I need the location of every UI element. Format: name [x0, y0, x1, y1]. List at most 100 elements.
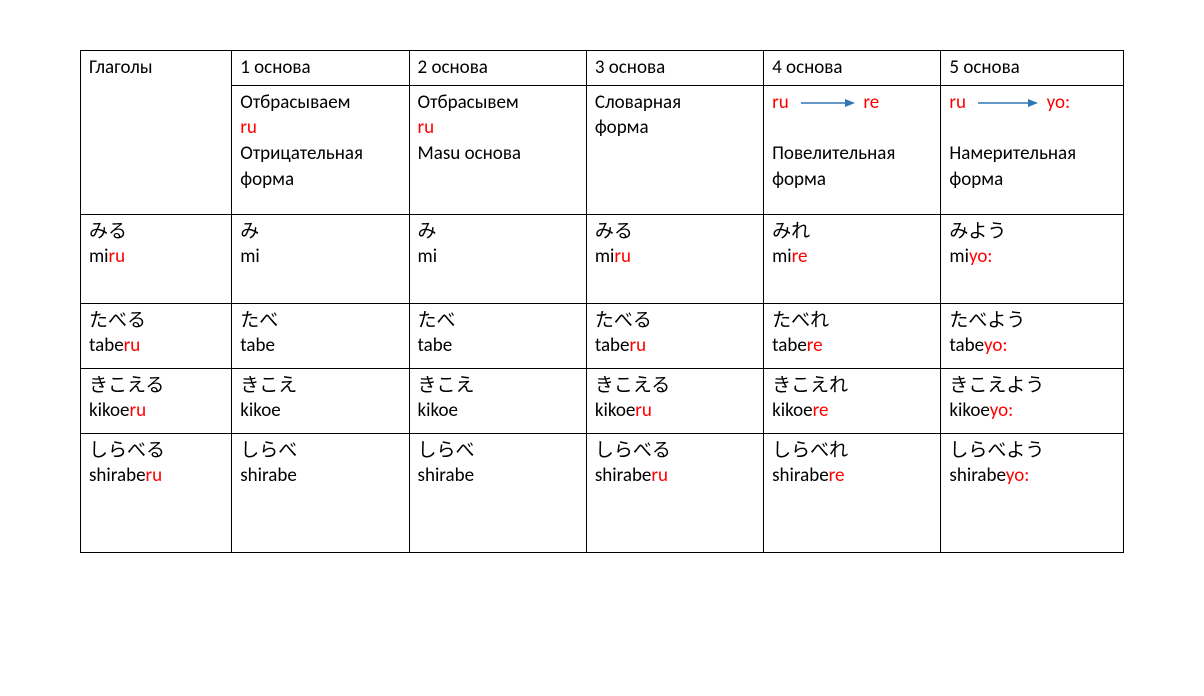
jp-text: みれ: [772, 221, 810, 242]
romaji-prefix: kikoe: [418, 399, 458, 422]
text: форма: [772, 168, 826, 191]
romaji-suffix: ru: [124, 334, 141, 357]
cell: たべれ tabere: [764, 303, 941, 368]
cell: みる miru: [81, 214, 232, 303]
text-red: ru: [240, 116, 257, 139]
text-to: re: [863, 91, 879, 114]
cell: きこえ kikoe: [232, 368, 409, 433]
romaji-suffix: re: [829, 464, 845, 487]
romaji-suffix: re: [792, 245, 808, 268]
jp-text: きこえる: [89, 375, 164, 396]
jp-text: みる: [89, 221, 127, 242]
cell: きこえれ kikoere: [764, 368, 941, 433]
romaji-suffix: yo:: [990, 399, 1013, 422]
text-from: ru: [772, 91, 789, 114]
cell: しらべれ shirabere: [764, 433, 941, 552]
conjugation-table: Глаголы 1 основа 2 основа 3 основа 4 осн…: [80, 50, 1124, 553]
romaji-prefix: tabe: [418, 334, 453, 357]
romaji-prefix: kikoe: [772, 399, 812, 422]
table-row: みるmiru みmi みmi みるmiru みれmire みようmiyo:: [81, 214, 1124, 303]
romaji-prefix: shirabe: [772, 464, 829, 487]
cell: みれ mire: [764, 214, 941, 303]
cell: み mi: [232, 214, 409, 303]
cell: しらべようshirabeyo:: [941, 433, 1124, 552]
romaji-prefix: shirabe: [89, 464, 146, 487]
romaji-suffix: yo:: [969, 245, 992, 268]
text: форма: [949, 168, 1003, 191]
cell: きこえるkikoeru: [586, 368, 763, 433]
romaji-suffix: ru: [129, 399, 146, 422]
sub-c3: Словарная форма: [586, 85, 763, 214]
romaji-suffix: ru: [635, 399, 652, 422]
table-row: しらべるshiraberu しらべshirabe しらべshirabe しらべる…: [81, 433, 1124, 552]
jp-text: み: [240, 221, 259, 242]
romaji-prefix: mi: [949, 245, 969, 268]
sub-c2: Отбрасывем ru Masu основа: [409, 85, 586, 214]
text-from: ru: [949, 91, 966, 114]
cell: みよう miyo:: [941, 214, 1124, 303]
text: Отбрасываем: [240, 91, 350, 114]
label-b5: 5 основа: [949, 56, 1019, 79]
header-b4: 4 основа: [764, 51, 941, 86]
romaji-prefix: tabe: [89, 334, 124, 357]
text: форма: [240, 168, 294, 191]
label-b1: 1 основа: [240, 56, 310, 79]
jp-text: たべ: [240, 310, 278, 331]
arrow-icon: [978, 98, 1038, 108]
jp-text: み: [418, 221, 437, 242]
cell: しらべるshiraberu: [586, 433, 763, 552]
label-b2: 2 основа: [418, 56, 488, 79]
jp-text: きこえ: [418, 375, 475, 396]
jp-text: みよう: [949, 221, 1006, 242]
cell: たべる taberu: [81, 303, 232, 368]
label-b4: 4 основа: [772, 56, 842, 79]
jp-text: たべれ: [772, 310, 829, 331]
romaji-prefix: mi: [89, 245, 109, 268]
jp-text: しらべよう: [949, 440, 1044, 461]
page: Глаголы 1 основа 2 основа 3 основа 4 осн…: [0, 0, 1204, 603]
romaji-prefix: mi: [772, 245, 792, 268]
romaji-prefix: mi: [240, 245, 260, 268]
jp-text: きこえれ: [772, 375, 848, 396]
jp-text: しらべ: [240, 440, 297, 461]
jp-text: しらべる: [89, 440, 165, 461]
text: Намерительная: [949, 142, 1076, 165]
header-row-1: Глаголы 1 основа 2 основа 3 основа 4 осн…: [81, 51, 1124, 86]
jp-text: たべ: [418, 310, 456, 331]
jp-text: きこえ: [240, 375, 297, 396]
romaji-suffix: re: [807, 334, 823, 357]
jp-text: たべる: [595, 310, 652, 331]
cell: みるmiru: [586, 214, 763, 303]
romaji-prefix: tabe: [240, 334, 275, 357]
text: форма: [595, 116, 649, 139]
text: Повелительная: [772, 142, 895, 165]
romaji-prefix: kikoe: [949, 399, 989, 422]
jp-text: きこえよう: [949, 375, 1044, 396]
cell: きこえ kikoe: [409, 368, 586, 433]
romaji-suffix: ru: [651, 464, 668, 487]
jp-text: たべよう: [949, 310, 1025, 331]
sub-c5: ru yo: Намерительная форма: [941, 85, 1124, 214]
jp-text: しらべれ: [772, 440, 848, 461]
cell: しらべる shiraberu: [81, 433, 232, 552]
romaji-prefix: shirabe: [949, 464, 1005, 487]
romaji-suffix: ru: [146, 464, 163, 487]
cell: たべるtaberu: [586, 303, 763, 368]
text-red: ru: [418, 116, 435, 139]
text: Отрицательная: [240, 142, 363, 165]
romaji-suffix: re: [813, 399, 829, 422]
romaji-suffix: yo:: [984, 334, 1007, 357]
cell: しらべ shirabe: [232, 433, 409, 552]
text: Masu основа: [418, 142, 522, 165]
romaji-prefix: kikoe: [595, 399, 635, 422]
header-b1: 1 основа: [232, 51, 409, 86]
romaji-prefix: shirabe: [595, 464, 652, 487]
romaji-prefix: shirabe: [240, 464, 297, 487]
romaji-prefix: tabe: [772, 334, 807, 357]
cell: みmi: [409, 214, 586, 303]
romaji-prefix: kikoe: [240, 399, 280, 422]
cell: たべ tabe: [409, 303, 586, 368]
jp-text: みる: [595, 221, 633, 242]
jp-text: たべる: [89, 310, 146, 331]
romaji-suffix: ru: [109, 245, 126, 268]
